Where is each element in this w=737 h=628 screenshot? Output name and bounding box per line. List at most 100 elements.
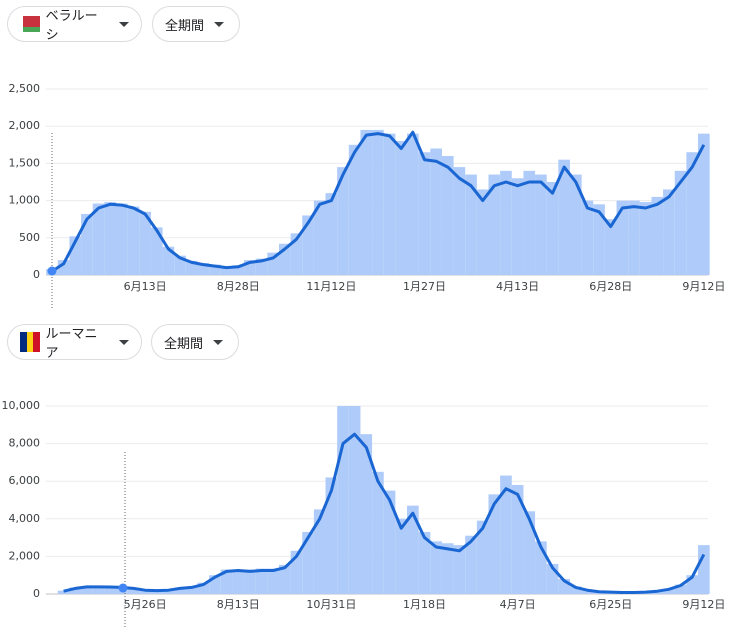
y-tick-label: 4,000	[9, 512, 41, 525]
country-name: ルーマニア	[45, 327, 98, 361]
country-select[interactable]: ルーマニア	[7, 324, 142, 361]
bar	[267, 252, 279, 275]
period-select[interactable]: 全期間	[151, 324, 239, 360]
bar	[639, 202, 652, 275]
bar	[453, 545, 466, 594]
x-tick-label: 1月18日	[403, 598, 446, 611]
bar	[57, 260, 70, 275]
bar	[674, 170, 687, 275]
bar	[220, 266, 233, 275]
bar	[488, 494, 501, 594]
y-tick-label: 1,500	[9, 156, 41, 169]
bar	[244, 260, 256, 275]
bar	[476, 520, 489, 594]
bar	[546, 563, 559, 594]
bar	[313, 200, 326, 275]
bar	[395, 141, 408, 275]
x-tick-label: 6月13日	[124, 280, 167, 293]
x-tick-label: 9月12日	[682, 598, 725, 611]
y-tick-label: 2,000	[9, 549, 41, 562]
bar	[92, 203, 105, 275]
bar	[418, 152, 431, 275]
bar	[569, 174, 582, 275]
x-tick-label: 8月13日	[217, 598, 260, 611]
bar	[290, 550, 303, 594]
bar	[430, 148, 442, 275]
bar	[127, 206, 140, 275]
bar	[337, 167, 349, 275]
bar	[604, 591, 617, 594]
bar	[255, 568, 268, 594]
x-tick-label: 11月12日	[306, 280, 356, 293]
period-select[interactable]: 全期間	[152, 6, 240, 42]
cursor-dot	[47, 266, 57, 276]
bar	[302, 531, 314, 594]
bar	[430, 541, 442, 594]
bar	[162, 246, 175, 275]
bar	[150, 590, 163, 594]
bar	[116, 203, 128, 275]
bar	[290, 233, 303, 275]
bar	[523, 170, 536, 275]
bar	[407, 505, 419, 594]
x-tick-label: 5月26日	[124, 598, 167, 611]
bar	[46, 269, 58, 275]
bar	[546, 182, 559, 275]
bar	[686, 152, 699, 275]
bar	[174, 255, 186, 275]
bar	[69, 236, 82, 275]
bar	[267, 568, 279, 594]
bar	[209, 575, 221, 594]
bar	[453, 167, 466, 275]
bar	[535, 174, 547, 275]
bar	[604, 219, 617, 275]
bar	[558, 159, 570, 275]
bar	[383, 490, 396, 594]
bar	[360, 129, 373, 275]
bar	[407, 133, 419, 275]
bar	[372, 471, 384, 594]
bar	[185, 260, 198, 275]
bar	[104, 202, 117, 275]
bar	[593, 204, 605, 275]
bar	[558, 578, 570, 594]
bar	[628, 200, 640, 275]
bar	[639, 591, 652, 594]
bar	[500, 170, 512, 275]
bar	[686, 575, 699, 594]
bar	[348, 144, 361, 275]
y-tick-label: 2,500	[9, 82, 41, 95]
bar	[395, 518, 408, 594]
y-tick-label: 2,000	[9, 119, 41, 132]
y-tick-label: 6,000	[9, 474, 41, 487]
bar	[92, 586, 105, 594]
bar	[360, 434, 373, 594]
x-tick-label: 1月27日	[403, 280, 446, 293]
bar	[663, 588, 675, 594]
y-tick-label: 1,000	[9, 194, 41, 207]
bar	[255, 258, 268, 275]
bar	[569, 586, 582, 594]
bar	[232, 569, 245, 594]
x-tick-label: 8月28日	[217, 280, 260, 293]
bar	[81, 586, 93, 594]
bar	[698, 545, 710, 594]
bar	[500, 475, 512, 594]
bar	[69, 587, 82, 594]
bar	[197, 582, 210, 594]
bar	[244, 569, 256, 594]
country-select[interactable]: ベラルーシ	[7, 6, 142, 43]
bar	[441, 155, 454, 275]
bar	[418, 531, 431, 594]
bar	[348, 406, 361, 594]
bar	[465, 174, 477, 275]
bar	[523, 511, 536, 594]
bar	[209, 264, 221, 275]
bar	[302, 215, 314, 275]
bar	[441, 543, 454, 594]
bar	[185, 586, 198, 594]
bar	[651, 196, 664, 275]
bar	[232, 265, 245, 275]
bar	[325, 193, 338, 275]
